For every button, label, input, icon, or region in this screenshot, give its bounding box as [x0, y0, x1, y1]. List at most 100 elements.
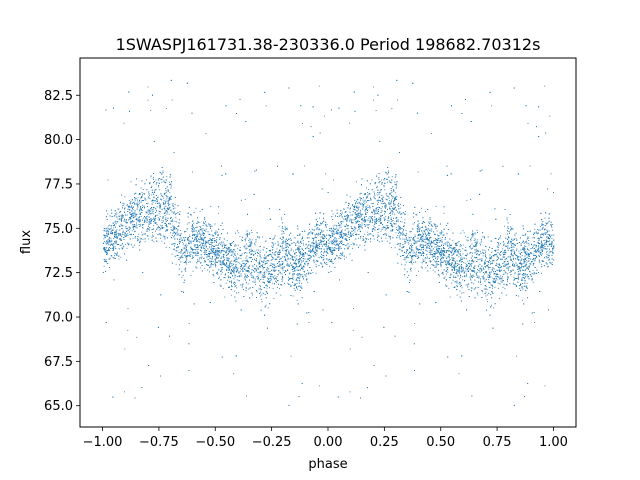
- data-point: [239, 270, 241, 272]
- data-point: [150, 210, 152, 212]
- data-point: [483, 278, 485, 280]
- data-point: [491, 105, 493, 107]
- data-point: [153, 178, 154, 180]
- data-point: [118, 233, 120, 235]
- data-point: [441, 261, 443, 263]
- data-point: [146, 179, 147, 181]
- data-point: [501, 248, 503, 250]
- data-point: [400, 232, 402, 234]
- data-point: [357, 207, 359, 208]
- data-point: [332, 234, 334, 236]
- data-point: [483, 277, 485, 278]
- data-point: [379, 189, 381, 191]
- data-point: [403, 229, 404, 231]
- data-point: [473, 283, 475, 285]
- data-point: [228, 258, 230, 260]
- data-point: [401, 221, 403, 223]
- data-point: [347, 214, 348, 216]
- data-point: [274, 243, 276, 245]
- data-point: [434, 234, 436, 235]
- data-point: [260, 286, 262, 288]
- data-point: [461, 256, 463, 258]
- data-point: [501, 277, 502, 279]
- data-point: [266, 287, 268, 289]
- data-point: [449, 259, 451, 260]
- data-point: [132, 228, 134, 230]
- data-point: [539, 256, 541, 258]
- data-point: [166, 208, 168, 210]
- data-point: [428, 252, 430, 253]
- data-point: [318, 217, 320, 219]
- data-point: [280, 294, 282, 296]
- data-point: [489, 257, 491, 259]
- data-point: [190, 214, 192, 216]
- data-point: [529, 263, 531, 265]
- data-point: [112, 223, 114, 224]
- data-point: [532, 260, 534, 262]
- data-point: [219, 284, 221, 286]
- data-point: [524, 285, 526, 287]
- data-point: [461, 245, 463, 247]
- data-point: [292, 250, 294, 252]
- data-point: [549, 261, 551, 263]
- data-point: [446, 270, 448, 272]
- data-point: [346, 215, 348, 217]
- data-point: [281, 219, 283, 221]
- data-point: [208, 260, 210, 262]
- data-point: [405, 256, 407, 258]
- data-point: [505, 258, 507, 260]
- data-point: [269, 265, 271, 266]
- data-point: [178, 234, 180, 236]
- data-point: [397, 219, 399, 221]
- data-point: [454, 248, 456, 250]
- data-point: [309, 255, 311, 257]
- data-point: [541, 263, 543, 265]
- data-point: [375, 222, 377, 224]
- data-point: [186, 245, 188, 246]
- data-point: [205, 236, 206, 238]
- data-point: [270, 259, 272, 261]
- data-point: [496, 245, 498, 247]
- data-point: [230, 243, 231, 245]
- data-point: [233, 278, 235, 280]
- data-point: [209, 271, 210, 273]
- data-point: [170, 220, 172, 222]
- data-point: [326, 262, 328, 264]
- data-point: [243, 263, 245, 265]
- data-point: [445, 244, 447, 246]
- data-point: [411, 254, 413, 256]
- data-point: [212, 264, 214, 265]
- data-point: [115, 254, 117, 256]
- data-point: [370, 199, 372, 201]
- data-point: [195, 207, 197, 209]
- data-point: [287, 245, 289, 247]
- data-point: [245, 274, 247, 276]
- data-point: [456, 294, 458, 296]
- data-point: [428, 225, 429, 226]
- data-point: [110, 230, 112, 232]
- data-point: [404, 219, 406, 221]
- data-point: [180, 261, 182, 263]
- data-point: [227, 264, 229, 266]
- data-point: [289, 272, 291, 274]
- data-point: [485, 266, 487, 268]
- data-point: [428, 222, 430, 224]
- data-point: [223, 245, 225, 247]
- data-point: [322, 234, 323, 236]
- data-point: [169, 183, 171, 185]
- data-point: [424, 239, 426, 241]
- data-point: [234, 282, 236, 284]
- data-point: [485, 255, 487, 257]
- data-point: [334, 237, 336, 239]
- data-point: [210, 260, 212, 262]
- data-point: [451, 244, 452, 246]
- data-point: [334, 250, 336, 251]
- data-point: [297, 259, 299, 261]
- data-point: [109, 250, 111, 251]
- data-point: [503, 273, 505, 275]
- data-point: [455, 271, 457, 273]
- data-point: [183, 248, 185, 250]
- data-point: [391, 176, 393, 178]
- data-point: [510, 226, 512, 228]
